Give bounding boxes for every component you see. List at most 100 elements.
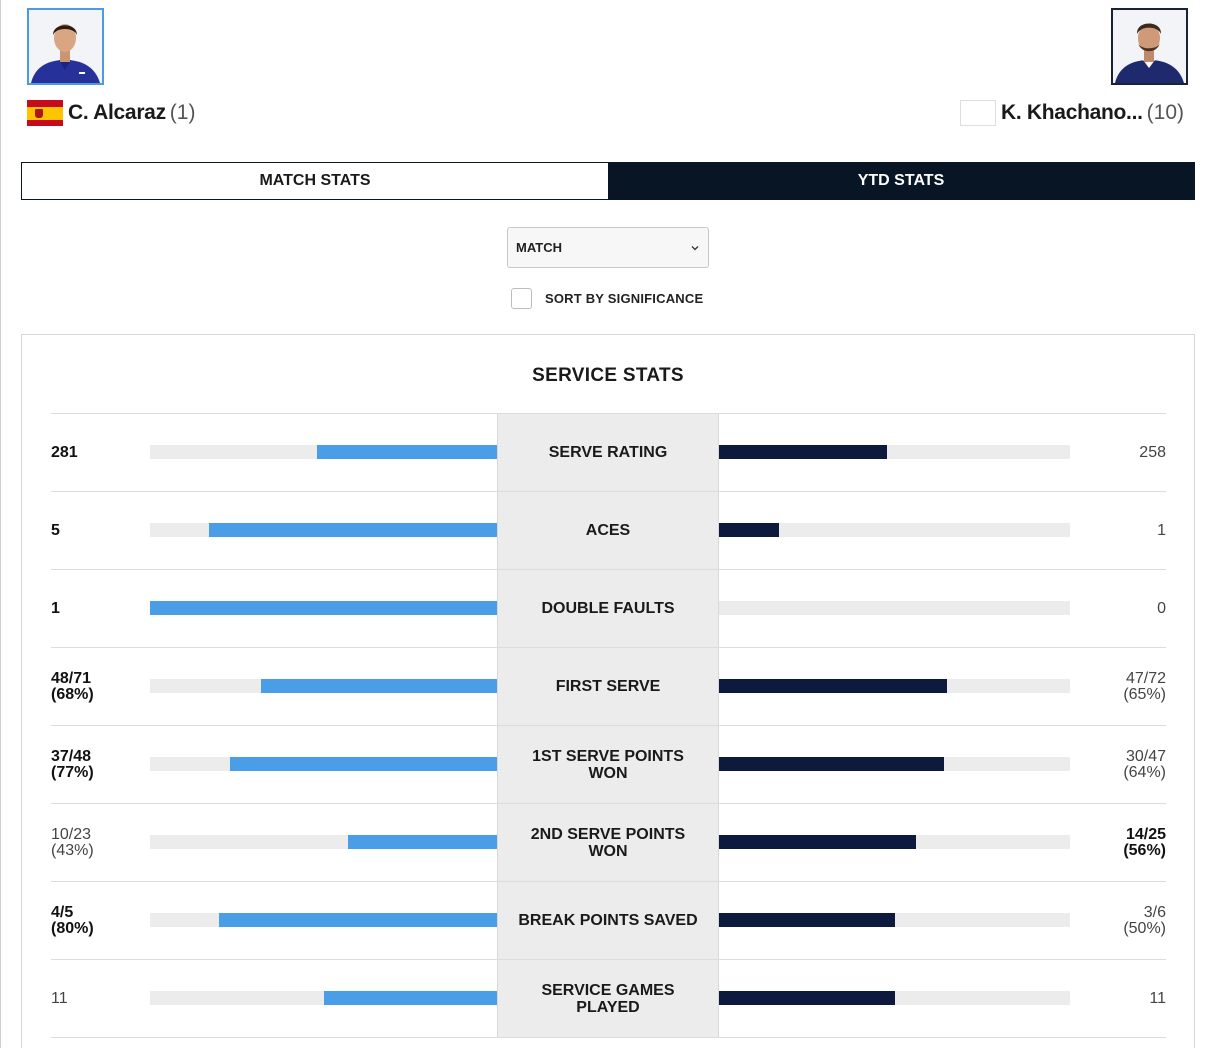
player-2-name[interactable]: K. Khachano... (1000, 101, 1143, 124)
player-2-stat-bar-track (719, 835, 1070, 849)
stats-period-select[interactable]: MATCH (507, 227, 709, 268)
section-title: SERVICE STATS (532, 365, 684, 386)
stat-row: 4/5 (80%) BREAK POINTS SAVED 3/6 (50%) (51, 882, 1166, 960)
stat-label: 1ST SERVE POINTS WON (497, 726, 719, 803)
player-1-stat-value: 1 (51, 570, 60, 647)
stat-value-line: 5 (51, 521, 60, 539)
stat-value-line: (50%) (1123, 919, 1166, 937)
player-1-stat-value: 281 (51, 414, 78, 491)
player-2-stat-value: 11 (1149, 960, 1166, 1037)
sort-by-significance-toggle[interactable]: SORT BY SIGNIFICANCE (511, 288, 703, 309)
service-stats-panel: SERVICE STATS 281 SERVE RATING 258 5 ACES 1 1 D… (21, 334, 1195, 1048)
player-1-stat-bar-fill (261, 679, 497, 693)
player-1-stat-bar-track (150, 835, 497, 849)
player-photo-icon (1113, 10, 1186, 83)
stat-value-line: 10/23 (51, 825, 92, 843)
stat-value-line: 258 (1139, 443, 1166, 461)
player-1-name[interactable]: C. Alcaraz (68, 101, 166, 124)
stat-value-line: 14/25 (1125, 825, 1166, 843)
player-2-stat-bar-track (719, 757, 1070, 771)
stat-row: 5 ACES 1 (51, 492, 1166, 570)
stat-value-line: 37/48 (51, 747, 92, 765)
stat-value-line: 47/72 (1125, 669, 1166, 687)
player-1-stat-bar-track (150, 445, 497, 459)
stat-row: 281 SERVE RATING 258 (51, 414, 1166, 492)
player-1-stat-bar-fill (316, 445, 497, 459)
stat-row: 37/48 (77%) 1ST SERVE POINTS WON 30/47 (64%) (51, 726, 1166, 804)
stat-value-line: 4/5 (51, 903, 74, 921)
player-2-stat-bar-track (719, 601, 1070, 615)
player-1-stat-value: 10/23 (43%) (51, 804, 94, 881)
stat-label: FIRST SERVE (497, 648, 719, 725)
player-1-stat-value: 48/71 (68%) (51, 648, 94, 725)
player-1-stat-bar-fill (219, 913, 497, 927)
tab-match-stats[interactable]: MATCH STATS (22, 163, 608, 199)
stats-rows: 281 SERVE RATING 258 5 ACES 1 1 DOUBLE FAULTS 0 4… (51, 413, 1166, 1038)
player-2-seed: (10) (1146, 101, 1184, 124)
page-left-border (0, 0, 1, 1048)
player-1-stat-value: 4/5 (80%) (51, 882, 94, 959)
player-2-stat-value: 30/47 (64%) (1123, 726, 1166, 803)
player-2-stat-bar-track (719, 445, 1070, 459)
stat-label: BREAK POINTS SAVED (497, 882, 719, 959)
stat-value-line: 3/6 (1143, 903, 1166, 921)
player-1-stat-bar-track (150, 913, 497, 927)
sort-label: SORT BY SIGNIFICANCE (545, 291, 704, 306)
stat-value-line: 48/71 (51, 669, 92, 687)
stat-value-line: (65%) (1123, 685, 1166, 703)
player-2-stat-value: 1 (1157, 492, 1166, 569)
player-1-name-row: C. Alcaraz (1) (27, 100, 195, 126)
stat-value-line: 1 (1157, 521, 1166, 539)
stat-value-line: (68%) (51, 685, 94, 703)
stat-row: 11 SERVICE GAMES PLAYED 11 (51, 960, 1166, 1038)
stat-value-line: 11 (1149, 989, 1166, 1007)
stat-value-line: (77%) (51, 763, 94, 781)
player-1-stat-bar-track (150, 991, 497, 1005)
player-1-stat-bar-fill (209, 523, 497, 537)
player-2-name-row: K. Khachano... (10) (959, 100, 1184, 126)
player-photo-icon (29, 10, 102, 83)
stat-value-line: 0 (1157, 599, 1166, 617)
flag-placeholder-icon (959, 100, 996, 126)
stats-period-value: MATCH (516, 240, 562, 255)
chevron-down-icon (691, 245, 699, 250)
player-1-seed: (1) (169, 101, 196, 124)
player-2-stat-value: 14/25 (56%) (1123, 804, 1166, 881)
player-1-stat-bar-fill (347, 835, 497, 849)
spain-flag-icon (27, 100, 63, 126)
sort-checkbox[interactable] (511, 288, 532, 309)
stat-value-line: (80%) (51, 919, 94, 937)
player-2-stat-bar-fill (719, 913, 895, 927)
player-1-stat-bar-fill (323, 991, 497, 1005)
stat-value-line: (56%) (1123, 841, 1166, 859)
player-2-avatar[interactable] (1111, 8, 1188, 85)
player-2-stat-bar-track (719, 991, 1070, 1005)
stat-row: 48/71 (68%) FIRST SERVE 47/72 (65%) (51, 648, 1166, 726)
stat-value-line: 281 (51, 443, 78, 461)
stat-label: DOUBLE FAULTS (497, 570, 719, 647)
player-2-stat-value: 47/72 (65%) (1123, 648, 1166, 725)
stat-value-line: (43%) (51, 841, 94, 859)
player-1-stat-bar-fill (229, 757, 497, 771)
player-1-stat-value: 37/48 (77%) (51, 726, 94, 803)
player-2-stat-value: 0 (1157, 570, 1166, 647)
player-2-stat-value: 258 (1139, 414, 1166, 491)
player-2-stat-bar-track (719, 523, 1070, 537)
player-1-stat-value: 5 (51, 492, 60, 569)
player-2-stat-bar-fill (719, 679, 948, 693)
player-2-stat-bar-fill (719, 523, 779, 537)
player-2-stat-bar-fill (719, 445, 888, 459)
player-2-stat-bar-track (719, 913, 1070, 927)
player-1-avatar[interactable] (27, 8, 104, 85)
player-1-stat-value: 11 (51, 960, 68, 1037)
player-1-stat-bar-fill (150, 601, 497, 615)
tab-ytd-stats[interactable]: YTD STATS (608, 163, 1194, 199)
player-2-stat-value: 3/6 (50%) (1123, 882, 1166, 959)
stat-value-line: 11 (51, 989, 68, 1007)
player-2-stat-bar-fill (719, 757, 944, 771)
player-2-card[interactable] (1111, 8, 1188, 85)
player-1-card[interactable] (27, 8, 104, 85)
stat-label: 2ND SERVE POINTS WON (497, 804, 719, 881)
player-1-stat-bar-track (150, 523, 497, 537)
stat-row: 10/23 (43%) 2ND SERVE POINTS WON 14/25 (56%) (51, 804, 1166, 882)
